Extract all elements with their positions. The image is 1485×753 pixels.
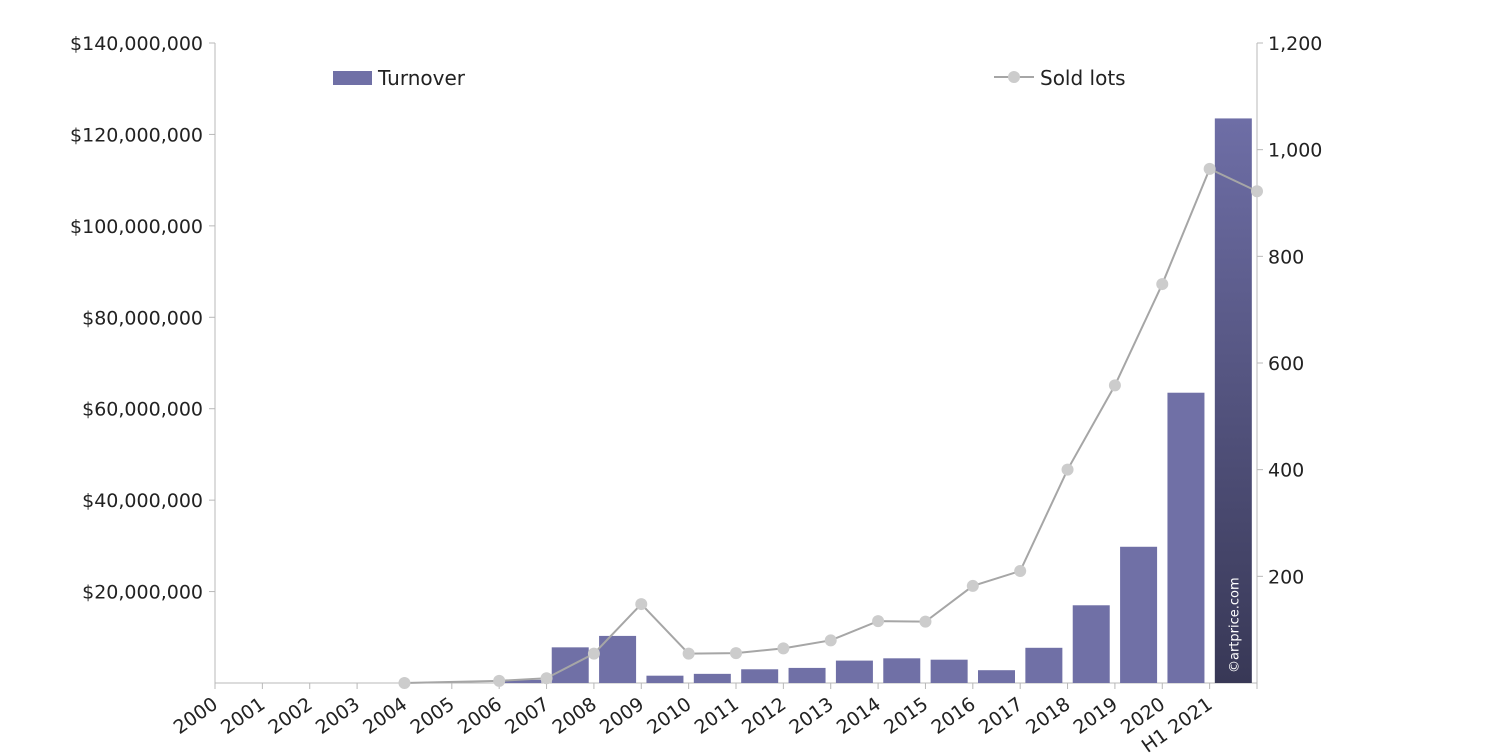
turnover-bar xyxy=(1167,392,1205,683)
left-axis-tick-label: $20,000,000 xyxy=(82,582,203,604)
turnover-bars: ©artprice.com xyxy=(504,118,1252,683)
sold-lots-polyline xyxy=(404,167,1258,684)
left-y-axis: $20,000,000 $40,000,000 $60,000,000 $80,000… xyxy=(70,33,216,683)
sold-lots-point xyxy=(398,677,411,689)
sold-lots-point xyxy=(1061,463,1074,476)
left-axis-tick-label: $60,000,000 xyxy=(82,399,203,421)
right-axis-tick-label: 400 xyxy=(1268,460,1304,482)
sold-lots-point xyxy=(730,647,742,660)
sold-lots-point xyxy=(1203,162,1216,175)
sold-lots-point xyxy=(1014,565,1027,577)
right-axis-tick-label: 1,000 xyxy=(1268,140,1322,162)
turnover-bar xyxy=(646,675,684,683)
x-axis-tick-label: 2013 xyxy=(785,693,837,739)
x-axis-tick-label: 2004 xyxy=(359,693,411,739)
turnover-bar xyxy=(1214,118,1252,683)
turnover-bar xyxy=(788,667,826,683)
sold-lots-point xyxy=(824,634,837,647)
x-axis: 2000200120022003200420052006200720082009… xyxy=(170,682,1258,753)
x-axis-tick-label: 2001 xyxy=(217,693,269,739)
sold-lots-point xyxy=(777,642,790,655)
artprice-watermark: ©artprice.com xyxy=(1227,577,1242,673)
sold-lots-point xyxy=(919,615,932,628)
right-axis-tick-label: 200 xyxy=(1268,566,1304,588)
right-axis-tick-label: 1,200 xyxy=(1268,33,1322,55)
x-axis-tick-label: 2008 xyxy=(549,693,601,739)
left-axis-tick-label: $140,000,000 xyxy=(70,33,203,55)
legend-sold-lots: Sold lots xyxy=(994,66,1126,90)
left-axis-tick-label: $120,000,000 xyxy=(70,124,203,146)
x-axis-tick-label: 2014 xyxy=(833,693,885,739)
x-axis-tick-label: 2011 xyxy=(691,693,743,739)
x-axis-tick-label: 2000 xyxy=(170,693,222,739)
x-axis-tick-label: 2010 xyxy=(643,693,695,739)
x-axis-tick-label: 2007 xyxy=(501,693,553,739)
x-axis-tick-label: 2003 xyxy=(312,693,364,739)
right-axis-tick-label: 800 xyxy=(1268,246,1304,268)
sold-lots-point xyxy=(1251,185,1263,198)
turnover-bar xyxy=(599,635,637,683)
right-y-axis: 200 400 600 800 1,000 1,200 xyxy=(1256,33,1322,683)
legend-sold-lots-marker xyxy=(1008,71,1020,83)
turnover-bar xyxy=(693,673,731,683)
turnover-bar xyxy=(1120,546,1158,683)
x-axis-tick-label: 2005 xyxy=(406,693,458,739)
x-axis-tick-label: 2016 xyxy=(927,693,979,739)
sold-lots-point xyxy=(635,598,648,611)
sold-lots-point xyxy=(1156,278,1169,291)
turnover-bar xyxy=(504,679,542,683)
sold-lots-point xyxy=(1108,379,1121,392)
right-axis-tick-label: 600 xyxy=(1268,353,1304,375)
x-axis-tick-label: 2006 xyxy=(454,693,506,739)
legend-turnover: Turnover xyxy=(333,66,466,90)
sold-lots-line xyxy=(398,162,1263,689)
x-axis-tick-label: 2015 xyxy=(880,693,932,739)
sold-lots-point xyxy=(493,674,506,687)
legend-sold-lots-label: Sold lots xyxy=(1040,66,1126,90)
turnover-bar xyxy=(883,658,921,683)
x-axis-tick-label: 2018 xyxy=(1022,693,1074,739)
sold-lots-point xyxy=(966,579,979,592)
turnover-bar xyxy=(741,669,779,683)
legend-turnover-swatch xyxy=(333,71,372,85)
turnover-bar xyxy=(835,660,873,683)
turnover-bar xyxy=(1025,647,1063,683)
sold-lots-point xyxy=(540,672,553,685)
sold-lots-point xyxy=(872,615,885,628)
legend-turnover-label: Turnover xyxy=(377,66,466,90)
left-axis-tick-label: $40,000,000 xyxy=(82,490,203,512)
x-axis-tick-label: 2002 xyxy=(264,693,316,739)
x-axis-tick-label: 2009 xyxy=(596,693,648,739)
turnover-bar xyxy=(978,670,1015,683)
turnover-bar xyxy=(930,659,968,683)
x-axis-tick-label: 2017 xyxy=(975,693,1027,739)
turnover-bar xyxy=(1072,605,1110,683)
left-axis-tick-label: $80,000,000 xyxy=(82,307,203,329)
sold-lots-point xyxy=(682,647,695,660)
x-axis-tick-label: 2019 xyxy=(1070,693,1122,739)
left-axis-tick-label: $100,000,000 xyxy=(70,216,203,238)
x-axis-tick-label: 2012 xyxy=(738,693,790,739)
sold-lots-point xyxy=(587,647,600,660)
